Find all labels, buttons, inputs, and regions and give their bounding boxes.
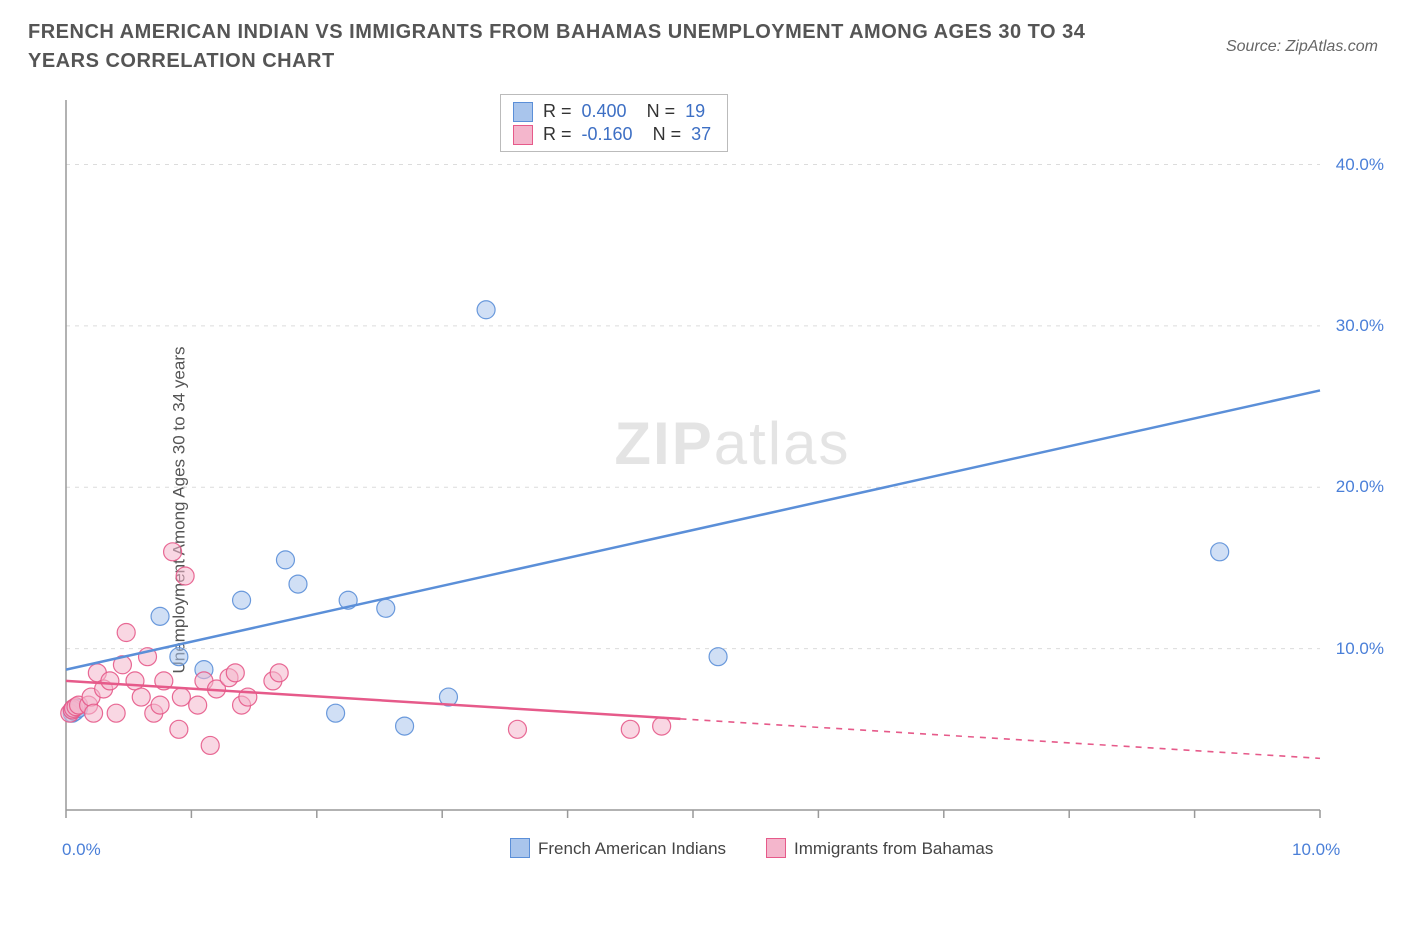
stats-legend-row: R = 0.400 N = 19 <box>513 101 711 122</box>
legend-swatch <box>510 838 530 858</box>
x-tick-label: 0.0% <box>62 840 101 860</box>
stats-legend: R =0.400N =19R =-0.160N =37 <box>500 94 728 152</box>
n-value: 19 <box>685 101 705 122</box>
n-label: N = <box>647 101 676 122</box>
stats-legend-row: R = -0.160 N = 37 <box>513 124 711 145</box>
legend-swatch <box>766 838 786 858</box>
y-tick-label: 10.0% <box>1336 639 1384 659</box>
legend-swatch <box>513 102 533 122</box>
source-label: Source: ZipAtlas.com <box>1226 18 1378 56</box>
r-value: 0.400 <box>582 101 627 122</box>
y-tick-label: 30.0% <box>1336 316 1384 336</box>
series-legend-item: Immigrants from Bahamas <box>766 838 993 859</box>
r-value: -0.160 <box>582 124 633 145</box>
legend-swatch <box>513 125 533 145</box>
series-name: Immigrants from Bahamas <box>794 839 993 858</box>
r-label: R = <box>543 101 572 122</box>
series-legend: French American Indians Immigrants from B… <box>510 838 993 859</box>
series-legend-item: French American Indians <box>510 838 726 859</box>
plot-area: Unemployment Among Ages 30 to 34 years Z… <box>0 90 1406 930</box>
y-tick-label: 40.0% <box>1336 155 1384 175</box>
r-label: R = <box>543 124 572 145</box>
x-tick-label: 10.0% <box>1292 840 1340 860</box>
series-name: French American Indians <box>538 839 726 858</box>
watermark: ZIPatlas <box>614 409 850 478</box>
y-tick-label: 20.0% <box>1336 477 1384 497</box>
chart-title: FRENCH AMERICAN INDIAN VS IMMIGRANTS FRO… <box>28 18 1158 76</box>
n-value: 37 <box>691 124 711 145</box>
n-label: N = <box>653 124 682 145</box>
